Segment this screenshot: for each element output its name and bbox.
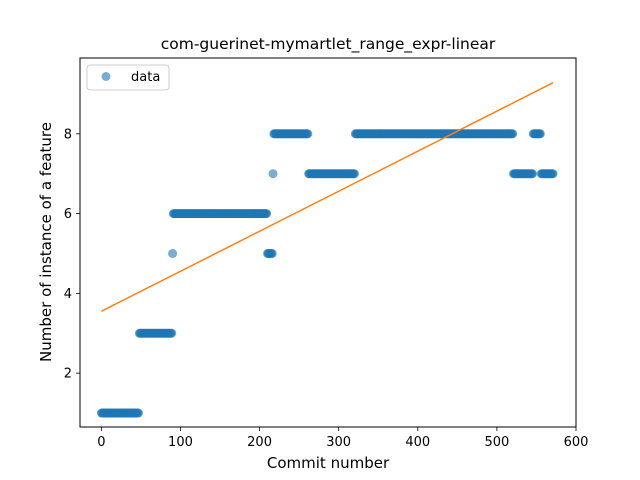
x-tick-label: 400	[405, 435, 430, 450]
data-point	[535, 129, 545, 139]
legend-marker-data	[101, 72, 111, 81]
data-point	[134, 408, 144, 418]
x-tick-label: 300	[326, 435, 351, 450]
x-axis-title: Commit number	[267, 454, 390, 472]
x-tick-label: 100	[168, 435, 193, 450]
y-tick-label: 8	[64, 127, 72, 142]
y-axis-title: Number of instance of a feature	[37, 122, 55, 362]
y-tick-label: 6	[64, 207, 72, 222]
y-axis-ticks: 2 4 6 8	[64, 127, 80, 382]
data-point	[262, 209, 272, 219]
y-tick-label: 2	[64, 367, 72, 382]
data-point	[508, 129, 518, 139]
fit-line	[101, 82, 554, 312]
data-point	[350, 169, 359, 179]
x-axis-ticks: 0 100 200 300 400 500 600	[97, 427, 588, 450]
data-point	[548, 169, 558, 179]
legend-label-data: data	[131, 70, 160, 85]
data-point	[167, 328, 177, 338]
axes-frame	[79, 57, 577, 428]
data-series-points	[96, 129, 558, 418]
plot-area	[79, 57, 577, 428]
legend: data	[86, 64, 170, 91]
data-point	[268, 169, 278, 179]
x-tick-label: 600	[564, 435, 589, 450]
fit-series-line-group	[101, 82, 554, 312]
x-tick-label: 200	[247, 435, 272, 450]
data-point	[168, 248, 178, 258]
chart-title: com-guerinet-mymartlet_range_expr-linear	[161, 35, 496, 54]
data-point	[303, 129, 313, 139]
data-point	[267, 248, 277, 258]
x-tick-label: 0	[97, 435, 105, 450]
legend-box	[86, 64, 170, 91]
x-tick-label: 500	[484, 435, 509, 450]
y-tick-label: 4	[64, 287, 72, 302]
data-point	[527, 169, 537, 179]
